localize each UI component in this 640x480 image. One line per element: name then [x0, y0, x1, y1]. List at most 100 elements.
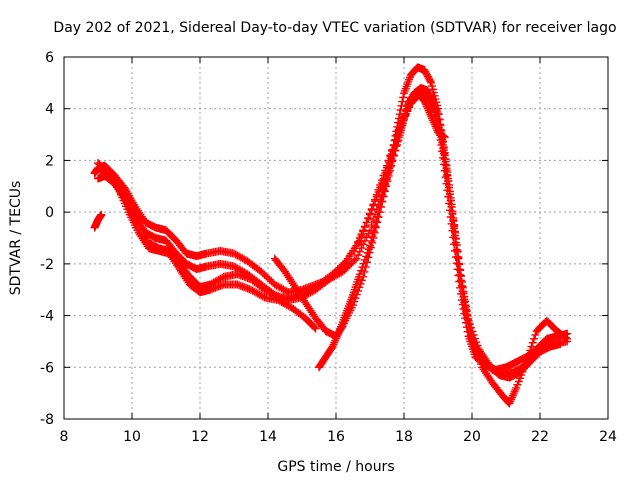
- data-point: [355, 270, 364, 279]
- data-point: [359, 259, 368, 268]
- data-point: [556, 340, 565, 349]
- data-point: [369, 227, 378, 236]
- data-point: [435, 115, 444, 124]
- data-point: [394, 114, 403, 123]
- y-tick-label: 4: [45, 102, 54, 118]
- data-point: [253, 289, 262, 298]
- data-point: [428, 114, 437, 123]
- data-point: [457, 277, 466, 286]
- data-point: [387, 154, 396, 163]
- data-point: [427, 112, 436, 121]
- data-point: [451, 234, 460, 243]
- data-point: [350, 256, 359, 265]
- data-point: [279, 285, 288, 294]
- data-point: [523, 354, 532, 363]
- data-point: [398, 97, 407, 106]
- data-point: [218, 273, 227, 282]
- data-point: [434, 104, 442, 113]
- data-point: [446, 193, 455, 202]
- data-point: [429, 118, 438, 127]
- data-point: [372, 217, 381, 226]
- data-point: [456, 266, 465, 275]
- data-point: [531, 330, 540, 339]
- data-point: [397, 124, 406, 133]
- data-point: [367, 236, 376, 245]
- y-tick-label: 2: [45, 153, 54, 169]
- data-point: [563, 334, 572, 343]
- data-point: [332, 334, 340, 343]
- data-point: [448, 207, 457, 216]
- x-axis-ticks: 8 10 12 14 16 18 20 22 24: [60, 57, 617, 445]
- data-point: [277, 284, 286, 293]
- data-point: [449, 213, 458, 222]
- data-point: [526, 346, 535, 355]
- data-point: [367, 221, 376, 230]
- data-point: [310, 323, 319, 332]
- data-point: [441, 155, 450, 164]
- x-tick-label: 18: [395, 429, 413, 445]
- data-point: [377, 197, 386, 206]
- data-point: [275, 283, 284, 292]
- data-point: [395, 110, 404, 119]
- data-point: [329, 340, 338, 349]
- data-point: [390, 136, 399, 145]
- data-point: [439, 143, 448, 152]
- data-point: [434, 110, 443, 119]
- data-point: [369, 200, 378, 209]
- data-point: [382, 182, 391, 191]
- data-point: [382, 175, 391, 184]
- y-tick-label: -8: [40, 412, 54, 428]
- data-point: [355, 247, 364, 256]
- data-point: [366, 226, 374, 235]
- data-point: [281, 286, 289, 295]
- data-point: [437, 126, 446, 135]
- data-point: [452, 241, 461, 250]
- data-point: [113, 182, 122, 191]
- y-tick-label: -6: [40, 360, 54, 376]
- data-point: [231, 263, 240, 272]
- data-point: [432, 124, 441, 133]
- data-point: [334, 329, 343, 338]
- data-point: [439, 137, 448, 146]
- y-tick-label: 0: [45, 205, 54, 221]
- series-track-6: [315, 63, 572, 408]
- data-point: [381, 180, 390, 189]
- data-point: [522, 358, 531, 367]
- data-point: [461, 301, 470, 310]
- data-point: [309, 283, 318, 292]
- data-point: [363, 248, 372, 257]
- y-tick-label: 6: [45, 50, 54, 66]
- data-point: [373, 212, 382, 221]
- data-point: [389, 140, 398, 149]
- data-point: [561, 333, 570, 342]
- data-point: [510, 387, 519, 396]
- data-point: [396, 106, 405, 115]
- data-point: [306, 285, 315, 294]
- data-point: [450, 220, 459, 229]
- x-axis-label: GPS time / hours: [277, 459, 394, 475]
- data-point: [424, 93, 433, 102]
- data-point: [394, 118, 403, 127]
- data-point: [364, 213, 373, 222]
- data-point: [367, 204, 376, 213]
- data-point: [308, 284, 317, 293]
- data-point: [431, 122, 440, 131]
- data-point: [422, 100, 431, 109]
- data-point: [388, 149, 397, 158]
- data-point: [423, 91, 432, 100]
- data-point: [247, 285, 255, 294]
- data-point: [445, 180, 454, 189]
- data-point: [508, 391, 517, 400]
- data-point: [383, 170, 392, 179]
- series-track-7: [90, 210, 106, 232]
- data-point: [255, 290, 264, 299]
- data-point: [467, 332, 476, 341]
- data-point: [430, 120, 439, 129]
- x-tick-label: 10: [123, 429, 141, 445]
- data-point: [257, 291, 266, 300]
- data-point: [358, 263, 367, 272]
- data-point: [238, 254, 247, 263]
- x-tick-label: 8: [60, 429, 69, 445]
- data-point: [362, 252, 371, 261]
- data-point: [311, 324, 320, 333]
